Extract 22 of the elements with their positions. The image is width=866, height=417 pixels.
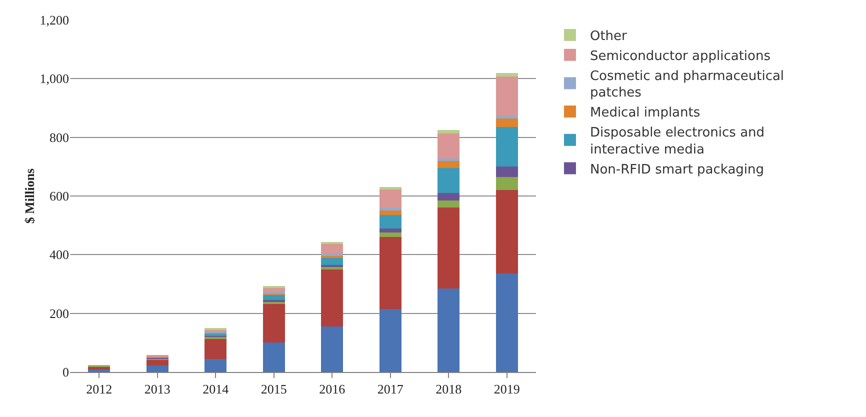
x-tick-label: 2018: [436, 382, 462, 397]
y-tick-label: 800: [50, 130, 69, 145]
x-tick-label: 2019: [494, 382, 520, 397]
y-tick-label: 0: [62, 364, 69, 380]
legend-label: Cosmetic and pharmaceutical patches: [590, 68, 784, 101]
y-tick-label: 600: [50, 188, 69, 204]
y-tick-label: 400: [50, 247, 69, 262]
legend-label: Medical implants: [590, 106, 700, 121]
y-tick-label: 200: [50, 306, 69, 321]
x-tick-label: 2015: [260, 382, 287, 397]
x-tick-label: 2014: [202, 382, 230, 397]
x-tick-label: 2017: [377, 382, 404, 397]
legend-label: Disposable electronics and interactive media: [590, 126, 765, 158]
y-tick-label: 1,200: [40, 12, 69, 28]
legend-label: Non-RFID smart packaging: [590, 162, 764, 178]
y-axis-title: $ Millions: [22, 168, 37, 224]
x-tick-label: 2016: [319, 382, 346, 397]
legend-label: Semiconductor applications: [590, 48, 771, 64]
x-tick-label: 2013: [144, 382, 170, 397]
x-tick-label: 2012: [86, 382, 112, 397]
y-tick-label: 1,000: [40, 71, 69, 86]
legend-label: Other: [590, 29, 628, 44]
